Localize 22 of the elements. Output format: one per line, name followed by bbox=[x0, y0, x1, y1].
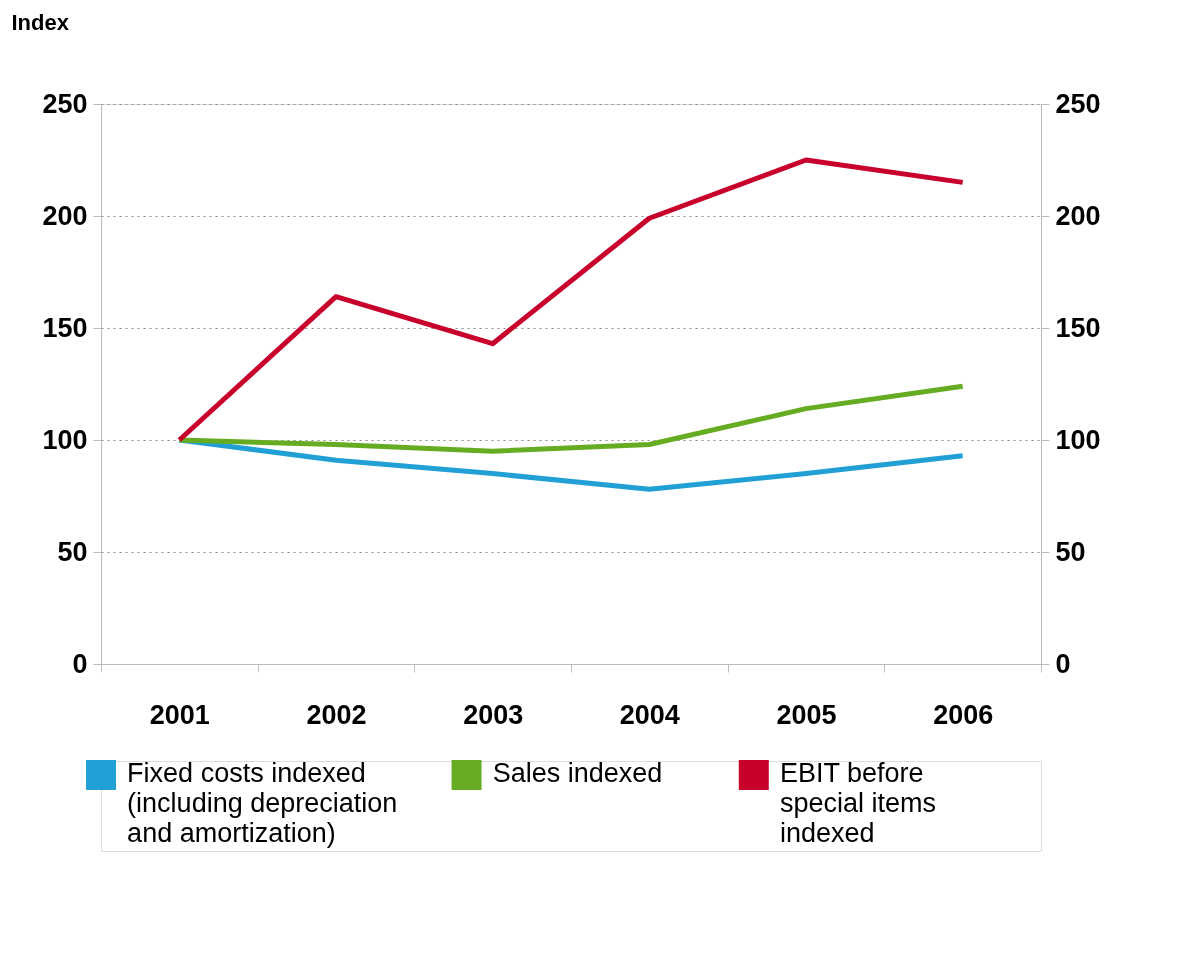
x-tick-label: 2001 bbox=[149, 699, 210, 730]
y2-tick-label: 50 bbox=[1055, 536, 1086, 567]
y2-tick-label: 0 bbox=[1055, 648, 1071, 679]
legend-label: Fixed costs indexed (including depreciation and amortization) bbox=[127, 758, 398, 848]
y-tick-label: 200 bbox=[42, 200, 88, 231]
y2-tick-label: 150 bbox=[1055, 312, 1101, 343]
y2-tick-label: 250 bbox=[1055, 88, 1101, 119]
legend-label: Sales indexed bbox=[492, 758, 663, 788]
y2-tick-label: 200 bbox=[1055, 200, 1101, 231]
y-tick-label: 0 bbox=[72, 648, 88, 679]
x-tick-label: 2002 bbox=[306, 699, 367, 730]
x-tick-label: 2006 bbox=[933, 699, 994, 730]
y-tick-label: 150 bbox=[42, 312, 88, 343]
y2-tick-label: 100 bbox=[1055, 424, 1101, 455]
y-tick-label: 100 bbox=[42, 424, 88, 455]
x-tick-label: 2003 bbox=[463, 699, 524, 730]
y-tick-label: 250 bbox=[42, 88, 88, 119]
legend-label: EBIT before special items indexed bbox=[779, 758, 936, 848]
x-tick-label: 2005 bbox=[776, 699, 837, 730]
y-tick-label: 50 bbox=[57, 536, 88, 567]
y-axis-title: Index bbox=[11, 9, 70, 35]
x-tick-label: 2004 bbox=[619, 699, 680, 730]
